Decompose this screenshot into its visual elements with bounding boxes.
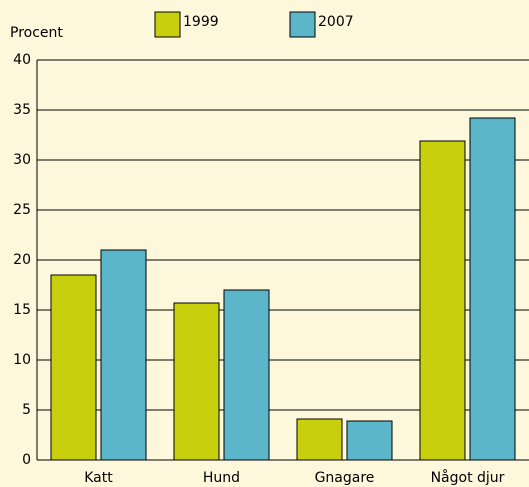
legend-label: 2007 xyxy=(318,14,354,30)
y-tick-label: 0 xyxy=(22,452,31,468)
y-axis-label: Procent xyxy=(10,25,63,41)
bar xyxy=(346,420,393,461)
y-tick-label: 35 xyxy=(13,102,31,118)
legend-swatch xyxy=(154,11,181,38)
bar xyxy=(50,274,97,461)
x-tick-label: Katt xyxy=(84,470,113,486)
y-tick-label: 10 xyxy=(13,352,31,368)
bar xyxy=(100,249,147,461)
y-tick-label: 40 xyxy=(13,52,31,68)
legend-swatch xyxy=(289,11,316,38)
bar xyxy=(469,117,516,461)
x-tick-label: Något djur xyxy=(431,469,505,486)
x-tick-label: Gnagare xyxy=(315,470,375,486)
y-tick-label: 20 xyxy=(13,252,31,268)
bar xyxy=(296,418,343,461)
x-tick-label: Hund xyxy=(203,470,240,486)
bar xyxy=(223,289,270,461)
y-tick-label: 30 xyxy=(13,152,31,168)
y-tick-label: 15 xyxy=(13,302,31,318)
legend-label: 1999 xyxy=(183,14,219,30)
bar xyxy=(419,140,466,461)
y-tick-label: 5 xyxy=(22,402,31,418)
bar xyxy=(173,302,220,461)
y-tick-label: 25 xyxy=(13,202,31,218)
